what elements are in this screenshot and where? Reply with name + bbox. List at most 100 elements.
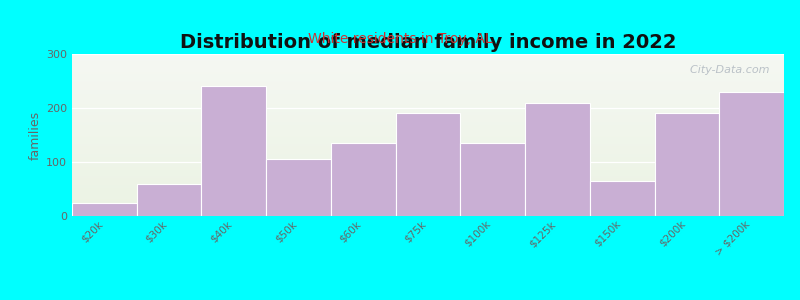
Bar: [72, 114, 784, 115]
Bar: [266, 159, 331, 216]
Bar: [72, 173, 784, 174]
Bar: [72, 170, 784, 171]
Bar: [72, 68, 784, 69]
Bar: [72, 209, 784, 210]
Bar: [72, 73, 784, 74]
Bar: [72, 133, 784, 134]
Bar: [72, 137, 784, 138]
Bar: [72, 96, 784, 97]
Bar: [72, 129, 784, 130]
Bar: [72, 124, 784, 125]
Bar: [72, 158, 784, 159]
Bar: [590, 181, 654, 216]
Bar: [72, 74, 784, 75]
Bar: [72, 194, 784, 195]
Bar: [72, 210, 784, 211]
Bar: [72, 153, 784, 154]
Bar: [72, 179, 784, 180]
Bar: [72, 113, 784, 114]
Bar: [72, 155, 784, 156]
Bar: [72, 192, 784, 193]
Bar: [72, 62, 784, 63]
Title: Distribution of median family income in 2022: Distribution of median family income in …: [180, 33, 676, 52]
Bar: [72, 99, 784, 100]
Bar: [72, 101, 784, 102]
Bar: [72, 191, 784, 192]
Bar: [72, 151, 784, 152]
Bar: [72, 60, 784, 61]
Bar: [72, 202, 137, 216]
Bar: [460, 143, 525, 216]
Bar: [72, 215, 784, 216]
Bar: [72, 202, 784, 203]
Bar: [72, 196, 784, 197]
Bar: [72, 181, 784, 182]
Bar: [72, 140, 784, 141]
Bar: [72, 117, 784, 118]
Bar: [72, 145, 784, 146]
Bar: [72, 90, 784, 91]
Bar: [72, 111, 784, 112]
Bar: [72, 168, 784, 169]
Bar: [72, 148, 784, 149]
Text: City-Data.com: City-Data.com: [683, 65, 770, 75]
Bar: [72, 143, 784, 144]
Bar: [72, 56, 784, 57]
Bar: [72, 184, 784, 185]
Bar: [72, 63, 784, 64]
Bar: [72, 186, 784, 187]
Bar: [72, 106, 784, 107]
Bar: [72, 98, 784, 99]
Bar: [72, 86, 784, 87]
Bar: [72, 142, 784, 143]
Bar: [72, 95, 784, 96]
Bar: [72, 162, 784, 163]
Bar: [72, 115, 784, 116]
Bar: [72, 84, 784, 85]
Bar: [72, 175, 784, 176]
Bar: [72, 55, 784, 56]
Bar: [72, 176, 784, 177]
Bar: [72, 59, 784, 60]
Bar: [72, 102, 784, 103]
Bar: [72, 190, 784, 191]
Bar: [72, 93, 784, 94]
Bar: [331, 143, 396, 216]
Text: White residents in Troy, AL: White residents in Troy, AL: [308, 32, 492, 46]
Bar: [72, 159, 784, 160]
Bar: [72, 157, 784, 158]
Bar: [72, 72, 784, 73]
Bar: [72, 75, 784, 76]
Bar: [72, 178, 784, 179]
Bar: [72, 195, 784, 196]
Bar: [72, 80, 784, 81]
Bar: [72, 139, 784, 140]
Bar: [72, 212, 784, 213]
Bar: [72, 214, 784, 215]
Bar: [72, 199, 784, 200]
Bar: [72, 123, 784, 124]
Bar: [719, 92, 784, 216]
Bar: [72, 69, 784, 70]
Bar: [72, 174, 784, 175]
Bar: [72, 71, 784, 72]
Bar: [72, 169, 784, 170]
Bar: [72, 150, 784, 151]
Bar: [72, 122, 784, 123]
Bar: [72, 109, 784, 110]
Bar: [72, 211, 784, 212]
Bar: [72, 88, 784, 89]
Bar: [72, 104, 784, 105]
Bar: [72, 127, 784, 128]
Bar: [72, 206, 784, 207]
Bar: [72, 61, 784, 62]
Bar: [72, 105, 784, 106]
Bar: [72, 112, 784, 113]
Bar: [72, 156, 784, 157]
Bar: [72, 187, 784, 188]
Bar: [72, 130, 784, 131]
Bar: [72, 77, 784, 78]
Bar: [72, 146, 784, 147]
Bar: [72, 198, 784, 199]
Bar: [72, 138, 784, 139]
